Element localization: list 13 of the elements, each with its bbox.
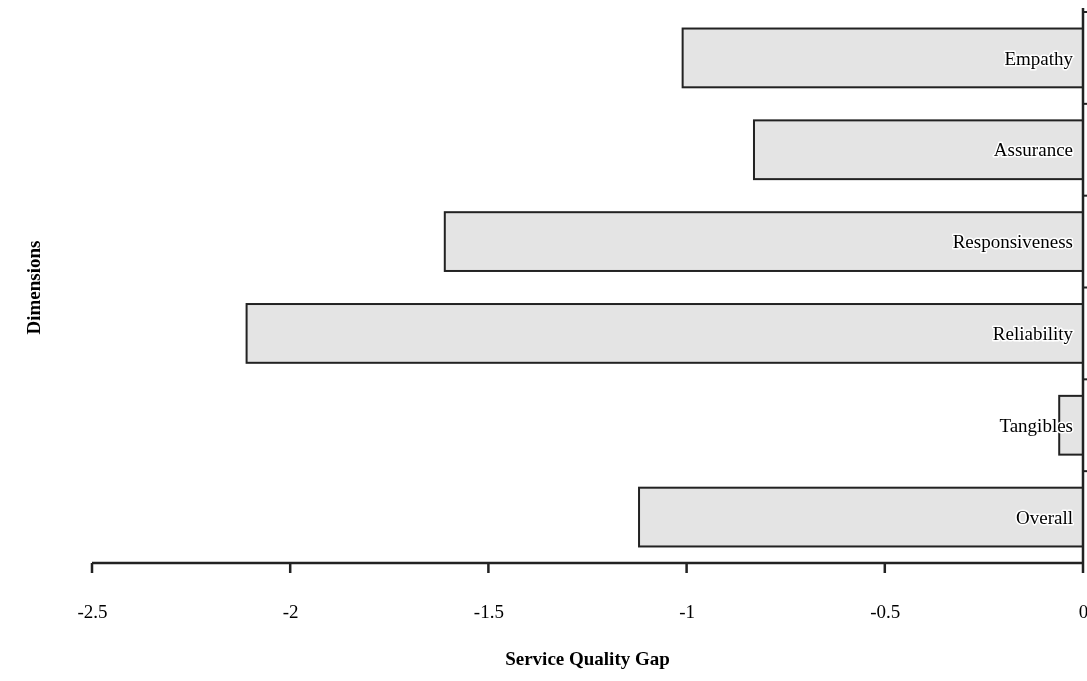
y-tick-label: Reliability: [992, 323, 1074, 345]
y-tick-label: Responsiveness: [952, 231, 1073, 253]
x-tick-label: 0: [1078, 601, 1087, 623]
x-tick-label: -2.5: [77, 601, 108, 623]
y-axis-title: Dimensions: [23, 240, 44, 335]
x-tick-label: -0.5: [870, 601, 901, 623]
y-tick-label: Empathy: [1004, 47, 1074, 69]
x-tick-label: -1: [679, 601, 696, 623]
x-tick-label: -2: [282, 601, 299, 623]
y-tick-label: Assurance: [993, 139, 1073, 161]
x-tick-label: -1.5: [473, 601, 504, 623]
x-axis-title: Service Quality Gap: [505, 648, 670, 669]
y-tick-label: Overall: [1016, 506, 1073, 528]
